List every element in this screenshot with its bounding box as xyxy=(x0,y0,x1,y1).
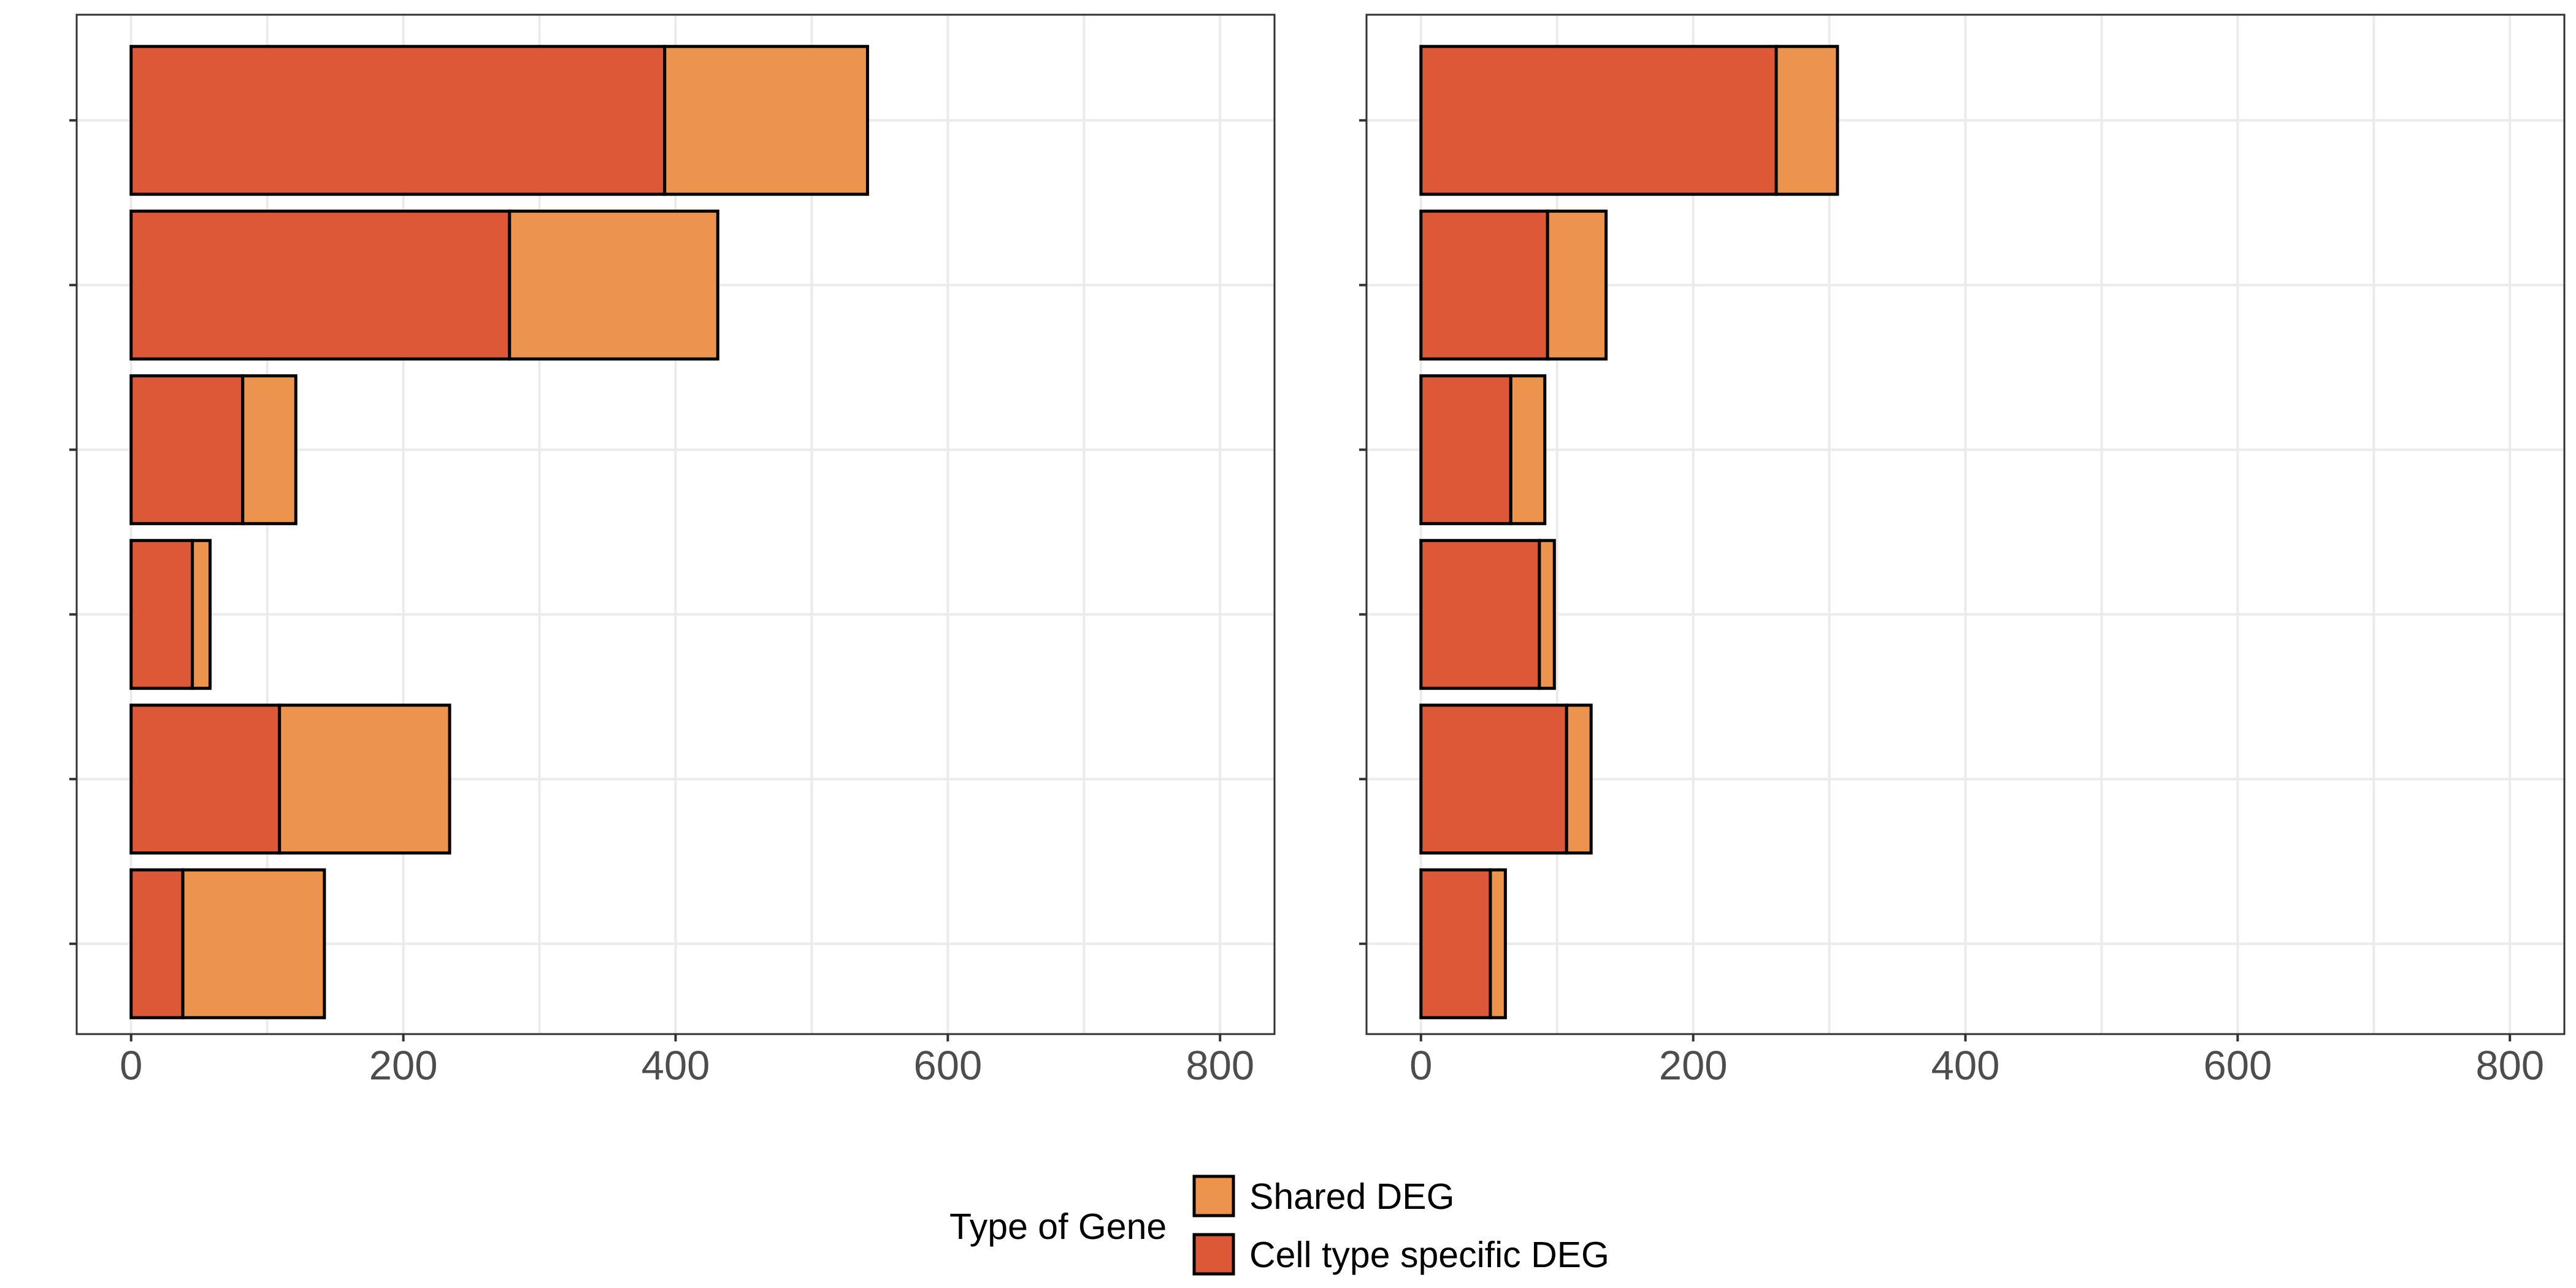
bar-cell-type-specific-deg xyxy=(129,45,667,196)
chart-panel-right: 0 200 400 600 800 xyxy=(1359,13,2566,1089)
bar-cell-type-specific-deg xyxy=(1419,539,1541,690)
bar-shared-deg xyxy=(181,868,326,1019)
bar-cell-type-specific-deg xyxy=(1419,868,1492,1019)
bar-shared-deg xyxy=(508,209,719,361)
x-tick-label: 800 xyxy=(2475,1043,2544,1089)
x-tick-label: 400 xyxy=(1931,1043,2000,1089)
x-tick-label: 400 xyxy=(642,1043,710,1089)
bar-cell-type-specific-deg xyxy=(1419,45,1778,196)
legend-swatch-shared-deg xyxy=(1192,1175,1235,1217)
bar-shared-deg xyxy=(1565,703,1593,855)
bar-cell-type-specific-deg xyxy=(129,868,185,1019)
bar-cell-type-specific-deg xyxy=(1419,209,1549,361)
bar-cell-type-specific-deg xyxy=(129,539,194,690)
bar-shared-deg xyxy=(278,703,451,855)
bar-cell-type-specific-deg xyxy=(129,209,512,361)
x-tick-label: 200 xyxy=(1659,1043,1728,1089)
bar-cell-type-specific-deg xyxy=(1419,703,1568,855)
bar-shared-deg xyxy=(1538,539,1556,690)
x-tick-label: 600 xyxy=(913,1043,982,1089)
bar-cell-type-specific-deg xyxy=(129,374,245,526)
bar-shared-deg xyxy=(1546,209,1608,361)
legend-label-cell-type-specific-deg: Cell type specific DEG xyxy=(1249,1235,1609,1275)
bar-shared-deg xyxy=(1489,868,1507,1019)
bar-cell-type-specific-deg xyxy=(129,703,282,855)
legend-label-shared-deg: Shared DEG xyxy=(1249,1176,1455,1217)
bar-cell-type-specific-deg xyxy=(1419,374,1512,526)
bar-shared-deg xyxy=(241,374,297,526)
x-tick-label: 200 xyxy=(369,1043,438,1089)
x-tick-label: 0 xyxy=(1409,1043,1432,1089)
x-tick-label: 600 xyxy=(2203,1043,2272,1089)
x-tick-label: 800 xyxy=(1186,1043,1254,1089)
legend: Type of Gene Shared DEG Cell type specif… xyxy=(949,1175,1609,1276)
legend-swatch-cell-type-specific-deg xyxy=(1192,1233,1235,1276)
x-tick-label: 0 xyxy=(120,1043,142,1089)
bar-shared-deg xyxy=(191,539,212,690)
legend-title: Type of Gene xyxy=(949,1206,1167,1247)
bar-shared-deg xyxy=(1509,374,1547,526)
bar-shared-deg xyxy=(1774,45,1839,196)
chart-panel-left: 0 200 400 600 800 xyxy=(69,13,1276,1089)
bar-shared-deg xyxy=(663,45,869,196)
